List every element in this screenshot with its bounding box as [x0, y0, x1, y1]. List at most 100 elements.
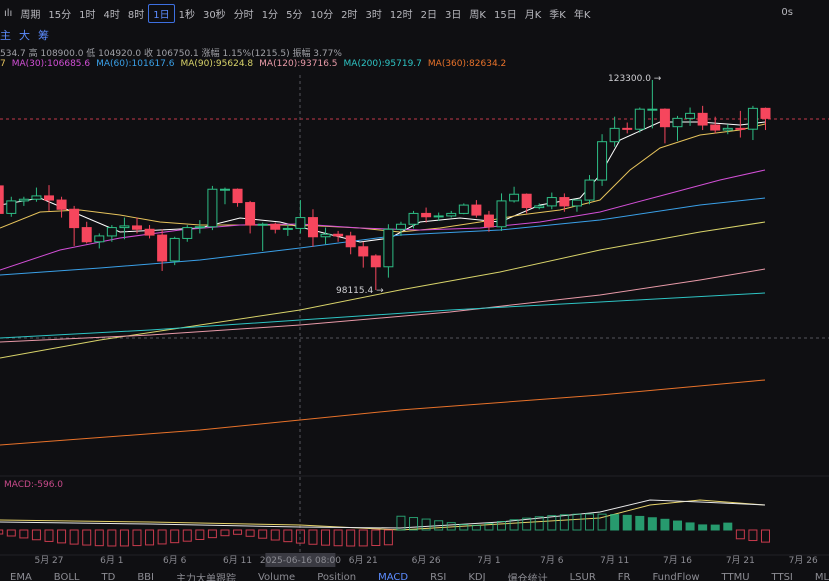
ma-line — [0, 123, 766, 233]
period-button[interactable]: 1秒 — [178, 9, 195, 21]
indicator-tab[interactable]: 大 — [19, 29, 30, 42]
period-button[interactable]: 周K — [469, 9, 486, 21]
indicator-tab[interactable]: TTSI — [771, 572, 793, 581]
candle-body — [584, 179, 595, 201]
timer: 0s — [781, 7, 793, 18]
macd-bar — [157, 529, 167, 545]
indicator-tab[interactable]: TTMU — [721, 572, 750, 581]
date-label: 7月 6 — [540, 555, 564, 566]
candle-body — [320, 233, 331, 238]
ma-line — [0, 379, 766, 446]
ohlc-info: 534.7 高 108900.0 低 104920.0 收 106750.1 涨… — [0, 49, 342, 59]
period-button[interactable]: 3日 — [445, 9, 462, 21]
macd-bar — [685, 522, 695, 531]
indicator-tab[interactable]: 主力大单跟踪 — [175, 574, 236, 581]
period-button[interactable]: 4时 — [103, 9, 120, 21]
period-button[interactable]: 季K — [549, 9, 566, 21]
candle-body — [219, 188, 230, 191]
indicator-tab[interactable]: 筹 — [38, 29, 49, 42]
period-button[interactable]: 1日 — [148, 3, 175, 23]
indicator-tab[interactable]: 主 — [0, 29, 11, 42]
indicator-tab[interactable]: BOLL — [53, 572, 80, 581]
date-label: 7月 26 — [789, 555, 818, 566]
macd-bar — [57, 529, 67, 544]
period-button[interactable]: 15日 — [493, 9, 517, 21]
macd-bar — [534, 516, 544, 531]
macd-bar — [647, 517, 657, 531]
candle-body — [131, 225, 142, 230]
macd-bar — [245, 529, 255, 537]
candle-body — [383, 228, 394, 268]
period-button[interactable]: 2日 — [420, 9, 438, 21]
indicator-tab[interactable]: KDJ — [468, 572, 486, 581]
candle-body — [207, 188, 218, 228]
candle-body — [232, 188, 243, 204]
indicator-tab[interactable]: TD — [101, 572, 116, 581]
candle-body — [119, 225, 130, 229]
indicator-tab[interactable]: MACD — [378, 572, 409, 581]
macd-bar — [94, 529, 104, 547]
indicator-tab[interactable]: FundFlow — [652, 572, 700, 581]
macd-bar — [446, 522, 456, 531]
candle-body — [710, 124, 721, 131]
macd-bar — [383, 529, 393, 546]
period-button[interactable]: 12时 — [389, 9, 413, 21]
candle-body — [295, 217, 306, 229]
indicator-tab[interactable]: FR — [617, 572, 631, 581]
indicator-tab[interactable]: EMA — [10, 572, 32, 581]
period-button[interactable]: 30秒 — [202, 9, 226, 21]
ma-value: MA(360):82634.2 — [427, 59, 507, 69]
period-button[interactable]: 1时 — [79, 9, 96, 21]
candle-body — [282, 227, 293, 230]
indicator-tab[interactable]: 爆仓统计 — [507, 574, 548, 581]
macd-bar — [69, 529, 79, 545]
indicator-tab[interactable]: LSUR — [569, 572, 596, 581]
period-button[interactable]: 分时 — [233, 9, 254, 21]
indicator-tab[interactable]: RSI — [430, 572, 447, 581]
period-button[interactable]: 5分 — [286, 9, 303, 21]
ma-lines — [0, 121, 766, 531]
macd-bar — [723, 522, 733, 531]
candle-body — [546, 197, 557, 207]
candle-body — [157, 234, 168, 262]
period-button[interactable]: 年K — [573, 9, 591, 21]
candle-body — [144, 228, 155, 236]
candle-body — [94, 235, 105, 243]
candle-body — [446, 212, 457, 217]
indicator-tab[interactable]: MLR — [814, 572, 829, 581]
indicator-tab[interactable]: BBI — [137, 572, 154, 581]
ma-value: MA(30):106685.6 — [11, 59, 91, 69]
candle-body — [69, 208, 80, 229]
period-button[interactable]: 1分 — [261, 9, 279, 21]
low-annotation: 98115.4 → — [336, 286, 384, 296]
macd-bar — [371, 529, 381, 547]
candle-body — [270, 223, 281, 230]
period-button[interactable]: 10分 — [310, 9, 334, 21]
candle-body — [458, 204, 469, 214]
candle-body — [106, 227, 117, 237]
candle-body — [483, 214, 494, 228]
candle-body — [6, 200, 17, 214]
candle-body — [534, 205, 545, 209]
macd-bar — [145, 529, 155, 546]
indicator-tab[interactable]: Position — [317, 572, 357, 581]
date-label: 6月 26 — [412, 555, 441, 566]
high-annotation: 123300.0 → — [608, 74, 662, 84]
macd-bar — [195, 529, 205, 540]
period-button[interactable]: 2时 — [341, 9, 358, 21]
period-button[interactable]: 8时 — [127, 9, 145, 21]
date-label: 7月 16 — [663, 555, 692, 566]
macd-bar — [698, 524, 708, 531]
candle-body — [521, 193, 532, 209]
indicator-tab[interactable]: Volume — [257, 572, 296, 581]
period-button[interactable]: 月K — [524, 9, 542, 21]
ma-legend: 7 MA(30):106685.6 MA(60):101617.6 MA(90):95… — [0, 59, 506, 69]
candle-body — [672, 117, 683, 128]
macd-bar — [622, 514, 632, 531]
periods-menu[interactable]: 周期 — [20, 9, 41, 21]
candle-body — [609, 127, 620, 143]
macd-bar — [182, 529, 192, 542]
macd-label: MACD:-596.0 — [4, 480, 63, 490]
period-button[interactable]: 15分 — [48, 9, 72, 21]
period-button[interactable]: 3时 — [365, 9, 382, 21]
